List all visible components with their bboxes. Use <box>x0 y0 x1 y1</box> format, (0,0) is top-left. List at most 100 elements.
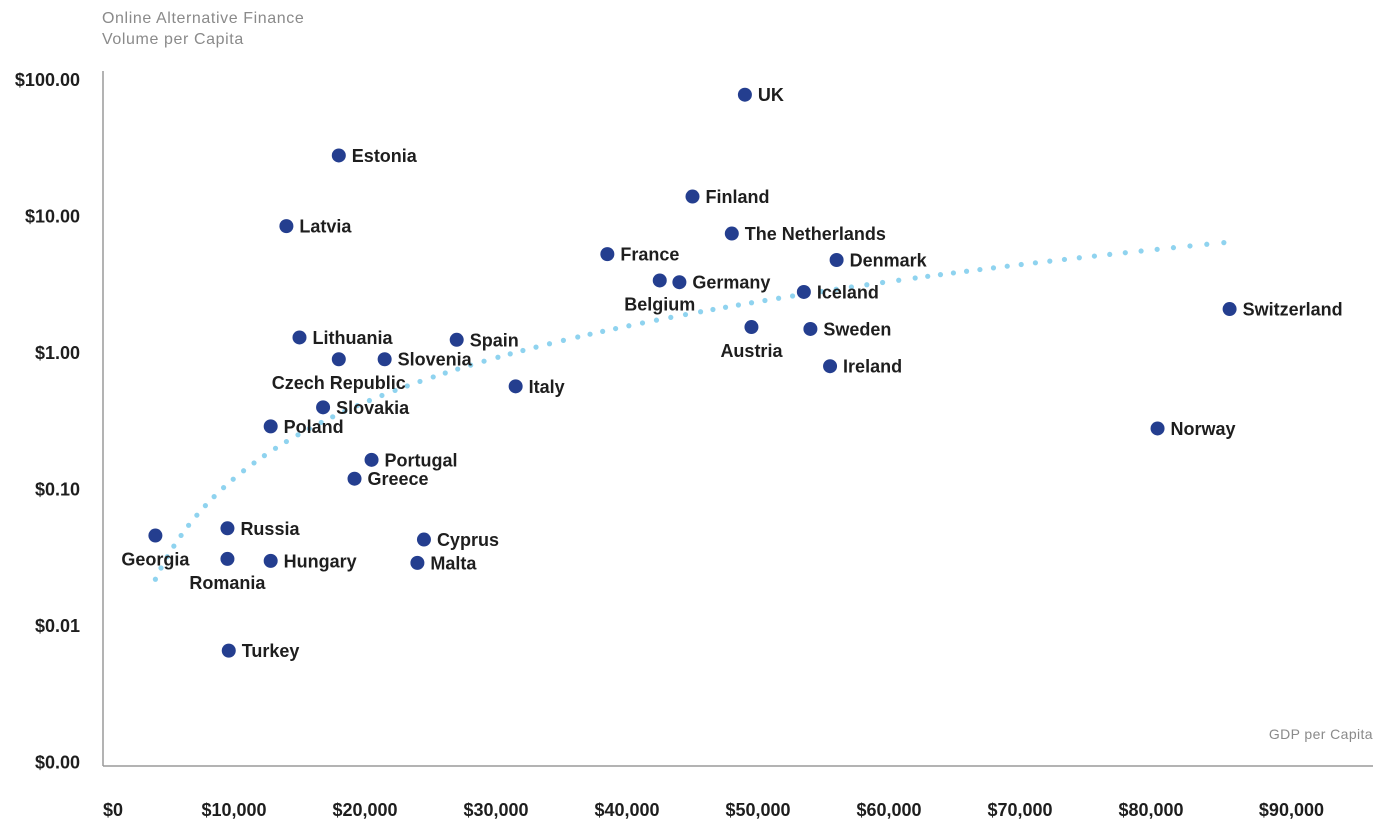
label-norway: Norway <box>1171 419 1236 439</box>
trend-line <box>152 239 1227 582</box>
trend-dot <box>912 275 918 281</box>
trend-dot <box>1154 246 1160 252</box>
x-tick-labels: $0 $10,000 $20,000 $30,000 $40,000 $50,000 $60… <box>103 800 1324 820</box>
y-tick-label: $100.00 <box>15 70 80 90</box>
point-belgium <box>652 273 667 288</box>
trend-dot <box>1047 258 1053 264</box>
label-uk: UK <box>758 85 784 105</box>
trend-dot <box>1091 253 1098 259</box>
point-france <box>600 247 615 262</box>
y-tick-label: $10.00 <box>25 207 80 227</box>
y-tick-label: $0.01 <box>35 616 80 636</box>
label-poland: Poland <box>284 417 344 437</box>
label-sweden: Sweden <box>823 319 891 339</box>
point-poland <box>263 419 278 434</box>
point-russia <box>220 521 235 536</box>
point-finland <box>685 189 700 204</box>
trend-dot <box>468 362 474 368</box>
label-france: France <box>620 245 679 265</box>
x-tick-label: $80,000 <box>1118 800 1183 820</box>
trend-dot <box>283 438 290 445</box>
trend-dot <box>230 476 236 482</box>
trend-dot <box>896 277 902 283</box>
trend-dot <box>1076 255 1082 261</box>
trend-dot <box>639 320 646 326</box>
x-tick-label: $70,000 <box>987 800 1052 820</box>
data-points <box>148 87 1237 658</box>
y-tick-label: $1.00 <box>35 343 80 363</box>
label-finland: Finland <box>706 187 770 207</box>
point-norway <box>1150 421 1165 436</box>
trend-dot <box>1018 261 1024 268</box>
trend-dot <box>318 419 324 426</box>
trend-dot <box>937 272 944 278</box>
trend-dot <box>251 460 257 466</box>
trend-dot <box>379 392 385 399</box>
trend-dot <box>612 325 619 332</box>
trend-dot <box>1138 248 1144 254</box>
trend-dot <box>481 358 487 364</box>
y-tick-label: $0.10 <box>35 480 80 500</box>
trend-dot <box>240 468 247 474</box>
trend-dot <box>977 266 983 273</box>
label-georgia: Georgia <box>121 550 190 570</box>
trend-dot <box>697 309 704 315</box>
x-tick-label: $90,000 <box>1259 800 1324 820</box>
label-turkey: Turkey <box>242 641 300 661</box>
trend-dot <box>455 366 461 372</box>
point-cyprus <box>416 532 431 547</box>
trend-dot <box>295 432 301 438</box>
trend-dot <box>1187 243 1193 249</box>
trend-dot <box>735 302 742 308</box>
label-austria: Austria <box>720 341 783 361</box>
point-uk <box>737 87 752 102</box>
label-slovenia: Slovenia <box>398 350 473 370</box>
trend-dot <box>342 408 348 414</box>
trend-dot <box>1004 263 1010 269</box>
trend-dot <box>818 288 824 295</box>
trend-dot <box>1061 256 1068 263</box>
point-sweden <box>803 321 818 336</box>
trend-dot <box>710 306 716 313</box>
y-axis-title-line-2: Volume per Capita <box>102 31 244 48</box>
trend-dot <box>533 344 539 350</box>
trend-dot <box>507 351 513 357</box>
label-czech-republic: Czech Republic <box>272 373 406 393</box>
trend-dot <box>211 494 217 500</box>
trend-dot <box>417 378 423 385</box>
x-tick-label: $50,000 <box>725 800 790 820</box>
trend-dot <box>366 397 372 404</box>
label-iceland: Iceland <box>817 282 879 302</box>
point-germany <box>672 275 687 290</box>
y-tick-label: $0.00 <box>35 753 80 773</box>
point-austria <box>744 320 759 335</box>
point-slovakia <box>316 400 331 415</box>
x-axis-title: GDP per Capita <box>1269 726 1373 742</box>
label-belgium: Belgium <box>624 294 695 314</box>
trend-dot <box>261 453 267 459</box>
label-the-netherlands: The Netherlands <box>745 224 886 244</box>
trend-dot <box>600 328 606 335</box>
point-ireland <box>823 359 838 374</box>
trend-dot <box>171 543 177 549</box>
trend-dot <box>152 576 158 582</box>
trend-dot <box>520 347 526 354</box>
trend-dot <box>668 314 674 320</box>
trend-dot <box>354 402 361 409</box>
trend-dot <box>430 374 436 380</box>
y-axis-title-line-1: Online Alternative Finance <box>102 10 304 27</box>
label-romania: Romania <box>189 573 266 593</box>
trend-dot <box>442 370 448 376</box>
trend-dot <box>1122 250 1128 256</box>
point-malta <box>410 555 425 570</box>
label-spain: Spain <box>470 330 519 350</box>
label-latvia: Latvia <box>299 217 352 237</box>
point-turkey <box>221 643 236 658</box>
trend-dot <box>833 286 839 292</box>
point-georgia <box>148 528 163 543</box>
label-malta: Malta <box>430 553 477 573</box>
trend-dot <box>194 512 200 518</box>
label-switzerland: Switzerland <box>1243 300 1343 320</box>
point-portugal <box>364 452 379 467</box>
